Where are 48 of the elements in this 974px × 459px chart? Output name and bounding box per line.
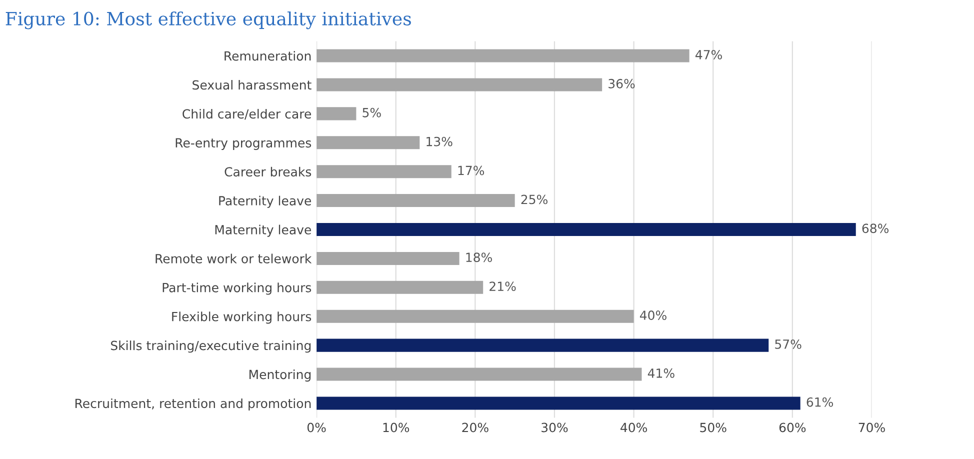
y-tick-label: Sexual harassment <box>192 80 312 90</box>
x-tick-label: 30% <box>542 422 568 432</box>
data-label: 41% <box>648 368 674 378</box>
x-tick-label: 60% <box>779 422 806 432</box>
data-label: 61% <box>806 397 833 407</box>
y-tick-label: Remote work or telework <box>156 254 312 264</box>
y-tick-label: Paternity leave <box>219 196 312 208</box>
bar <box>316 49 690 62</box>
y-tick-label: Child care/elder care <box>182 108 312 120</box>
bar <box>316 107 356 120</box>
data-label: 17% <box>458 166 484 176</box>
y-tick-label: Flexible working hours <box>172 312 312 324</box>
data-label: 5% <box>362 108 381 118</box>
data-label: 13% <box>426 136 452 146</box>
x-tick-label: 70% <box>858 422 885 432</box>
x-tick-label: 50% <box>700 422 726 432</box>
y-tick-label: Part-time working hours <box>162 282 312 295</box>
bar <box>316 194 515 208</box>
data-label: 40% <box>640 310 666 320</box>
data-label: 25% <box>521 194 548 204</box>
x-tick-label: 20% <box>462 422 488 432</box>
x-tick-label: 40% <box>620 422 647 432</box>
bar <box>316 136 420 150</box>
y-tick-label: Career breaks <box>224 166 312 177</box>
y-tick-label: Recruitment, retention and promotion <box>75 398 311 411</box>
data-label: 21% <box>490 282 516 292</box>
bar <box>316 252 460 265</box>
data-label: 57% <box>775 339 802 349</box>
data-label: 36% <box>608 78 635 88</box>
bar <box>316 310 634 323</box>
data-label: 68% <box>862 224 889 234</box>
bar <box>316 338 769 352</box>
y-tick-label: Mentoring <box>250 370 311 382</box>
x-tick-label: 0% <box>307 422 326 432</box>
y-tick-label: Maternity leave <box>215 224 312 237</box>
data-label: 47% <box>695 50 722 60</box>
y-tick-label: Re-entry programmes <box>176 138 312 150</box>
data-label: 18% <box>466 252 492 262</box>
x-tick-label: 10% <box>383 422 410 432</box>
y-tick-label: Remuneration <box>224 51 311 61</box>
bar <box>316 280 484 294</box>
chart-title: Figure 10: Most effective equality initiatives <box>6 11 411 30</box>
bar <box>316 368 642 381</box>
bar <box>316 165 452 178</box>
bar <box>316 396 800 410</box>
bar <box>316 78 602 92</box>
y-tick-label: Skills training/executive training <box>110 340 311 353</box>
bar <box>316 222 856 236</box>
